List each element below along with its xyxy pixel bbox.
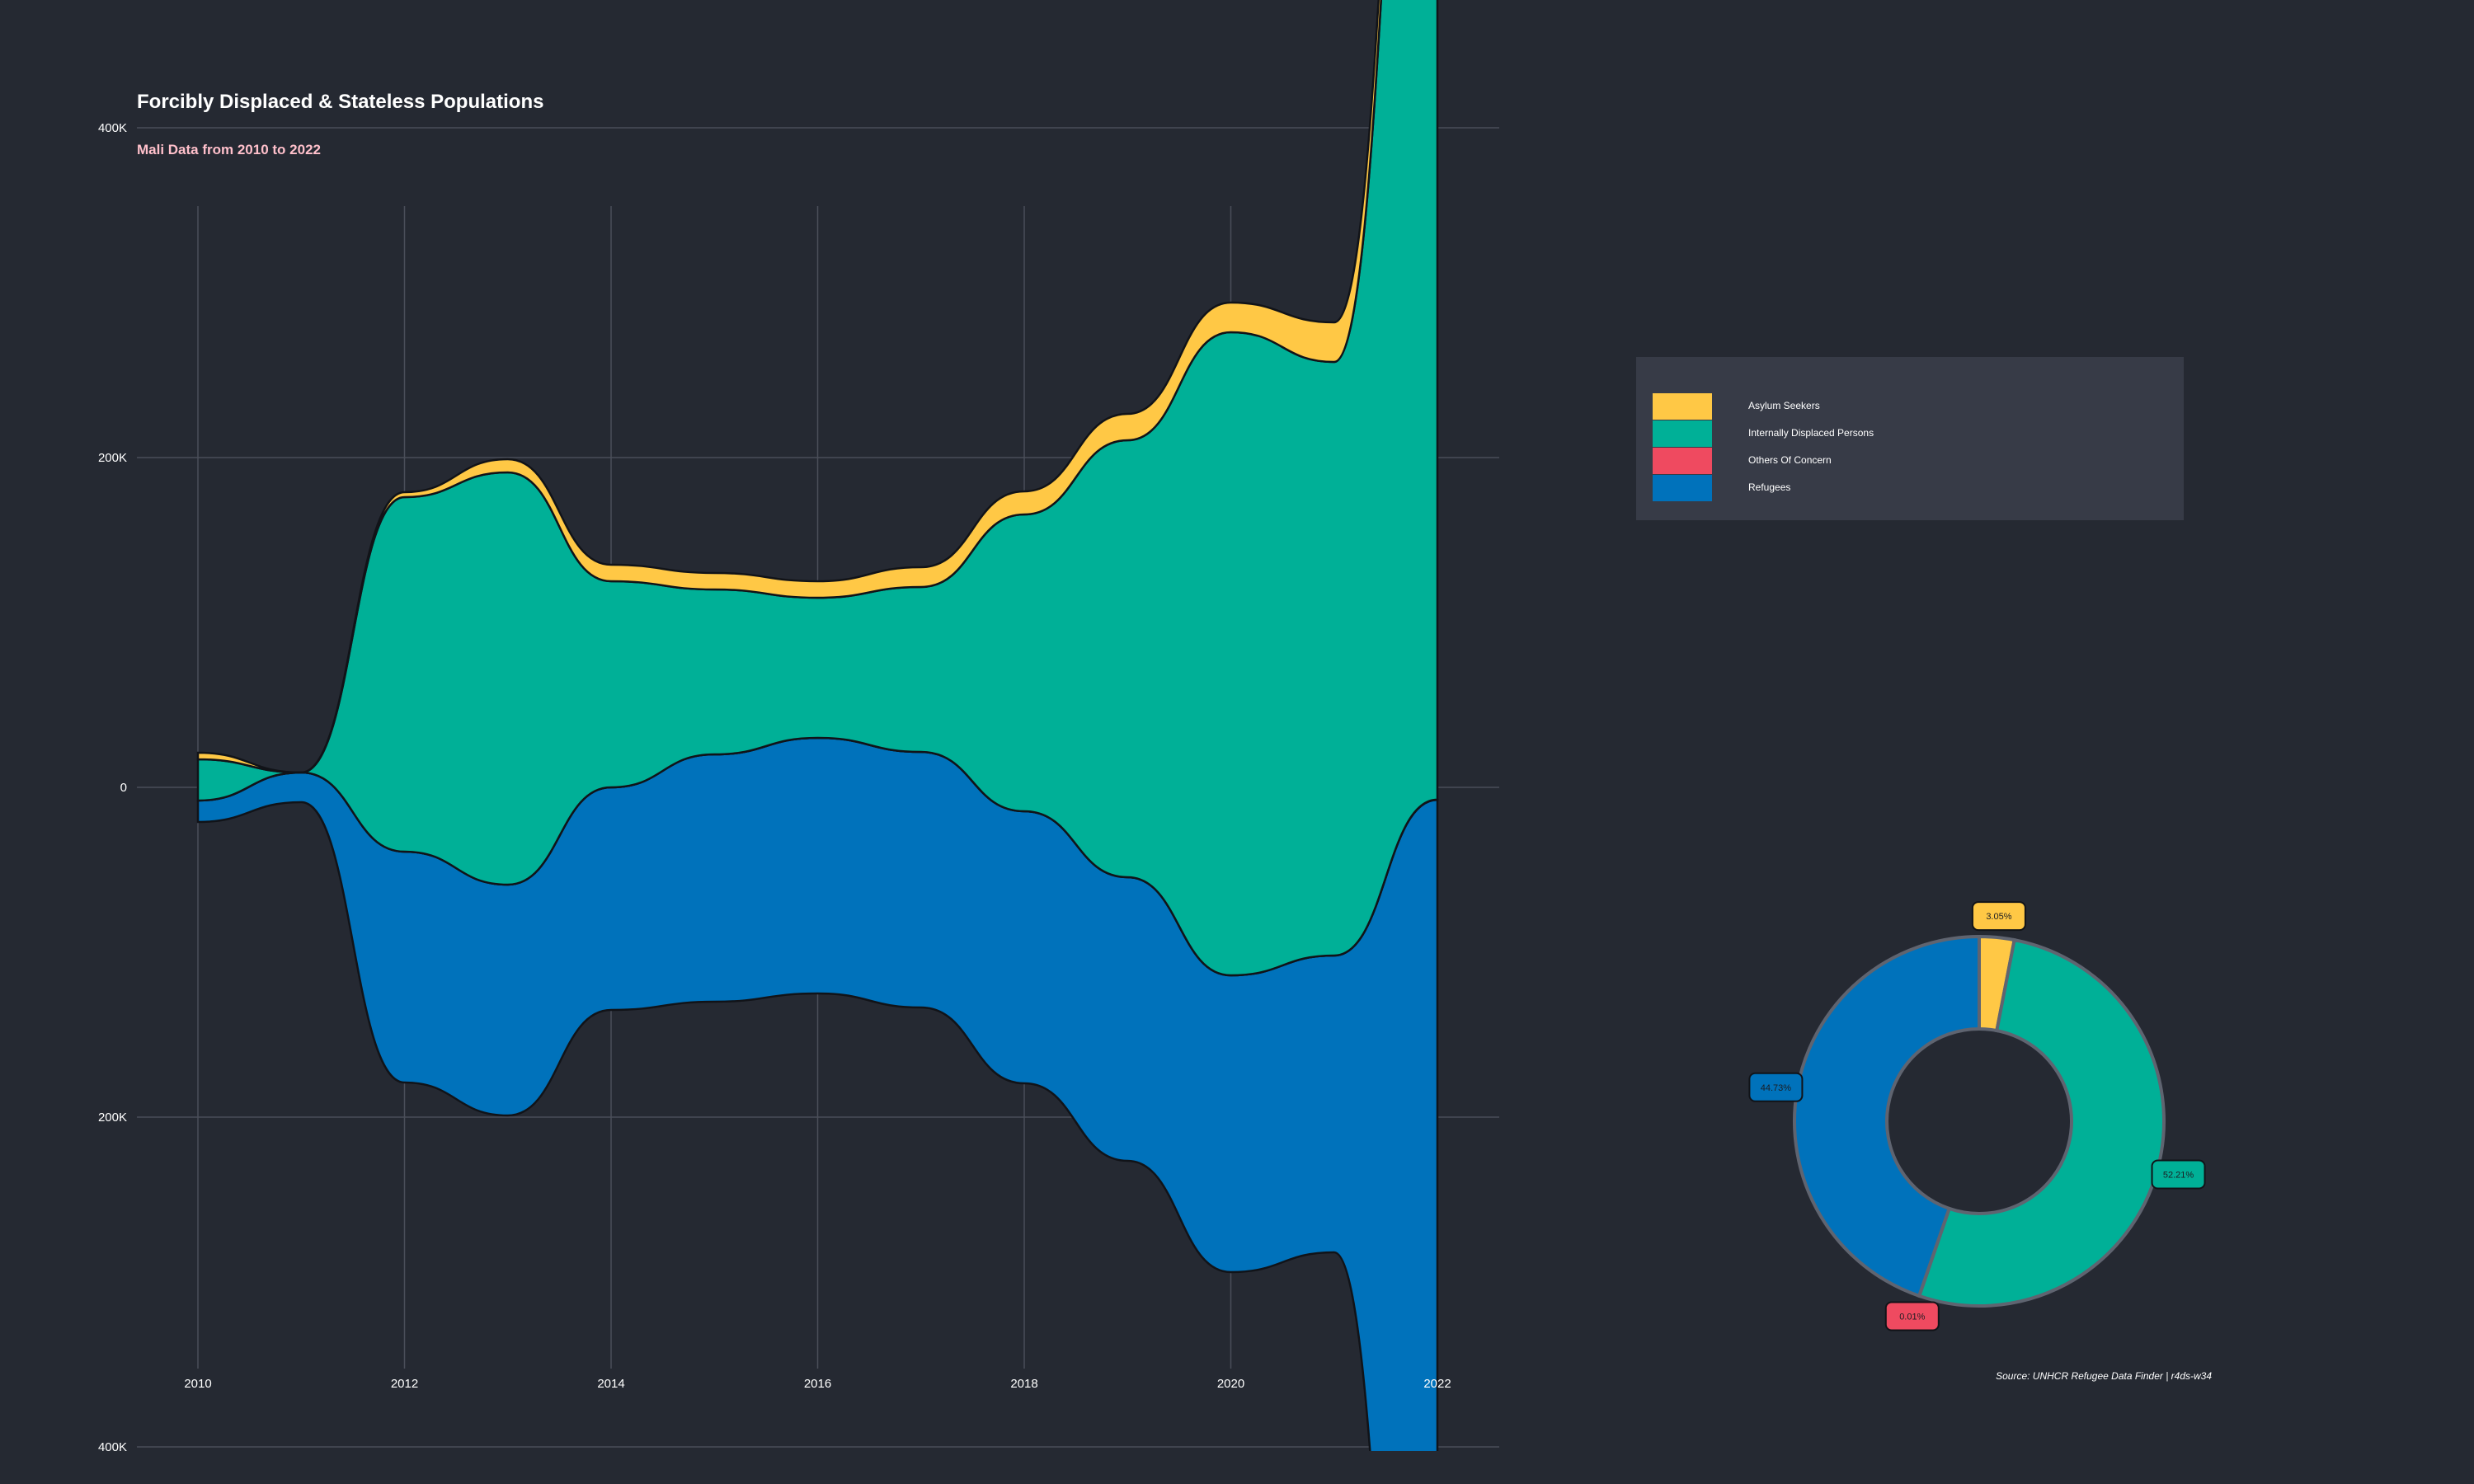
y-tick-label: 400K	[98, 1440, 127, 1451]
legend: Asylum Seekers Internally Displaced Pers…	[1636, 357, 2184, 520]
donut-slice-refugees	[1793, 934, 1981, 1298]
donut-label-refugees: 44.73%	[1748, 1072, 1804, 1102]
legend-swatch-asylum-seekers	[1653, 393, 1712, 420]
y-tick-label: 200K	[98, 451, 127, 465]
donut-slice-internally-displaced-persons	[1917, 937, 2166, 1308]
legend-swatch-refugees	[1653, 475, 1712, 501]
x-tick-label: 2014	[597, 1377, 624, 1391]
streamgraph-chart: 2010 2012 2014 2016 2018 2020 2022 400K 200K 0 200…	[98, 0, 1499, 1451]
legend-label: Asylum Seekers	[1748, 400, 1820, 411]
legend-swatch-others-of-concern	[1653, 448, 1712, 474]
stream-asylum-seekers	[196, 0, 1382, 774]
x-tick-label: 2016	[804, 1377, 831, 1391]
y-tick-label: 0	[120, 781, 127, 795]
legend-item-refugees: Refugees	[1653, 475, 2147, 501]
donut-label-others-of-concern: 0.01%	[1884, 1301, 1940, 1331]
legend-label: Others Of Concern	[1748, 454, 1832, 466]
donut-label-text: 52.21%	[2163, 1171, 2194, 1181]
x-tick-label: 2020	[1217, 1377, 1244, 1391]
donut-labels: 3.05% 52.21% 0.01% 44.73%	[1748, 901, 2206, 1331]
y-tick-label: 400K	[98, 121, 127, 135]
legend-swatch-internally-displaced-persons	[1653, 420, 1712, 447]
donut-label-text: 3.05%	[1986, 912, 2011, 922]
donut-label-text: 44.73%	[1761, 1083, 1792, 1093]
x-tick-label: 2010	[184, 1377, 211, 1391]
y-tick-label: 200K	[98, 1111, 127, 1125]
donut-label-text: 0.01%	[1899, 1312, 1925, 1322]
legend-item-asylum-seekers: Asylum Seekers	[1653, 393, 2147, 420]
x-tick-label: 2012	[391, 1377, 418, 1391]
legend-label: Refugees	[1748, 481, 1791, 493]
axis-ticks: 2010 2012 2014 2016 2018 2020 2022 400K 200K 0 200…	[98, 121, 1451, 1451]
donut-label-asylum-seekers: 3.05%	[1971, 901, 2026, 932]
legend-label: Internally Displaced Persons	[1748, 427, 1874, 439]
donut-slices	[1793, 934, 2166, 1308]
donut-chart: 3.05% 52.21% 0.01% 44.73%	[1748, 901, 2206, 1331]
legend-item-others-of-concern: Others Of Concern	[1653, 448, 2147, 474]
source-note: Source: UNHCR Refugee Data Finder | r4ds…	[1996, 1370, 2212, 1382]
x-tick-label: 2018	[1010, 1377, 1037, 1391]
chart-title: Forcibly Displaced & Stateless Populatio…	[137, 91, 544, 113]
chart-subtitle: Mali Data from 2010 to 2022	[137, 142, 321, 157]
donut-label-internally-displaced-persons: 52.21%	[2151, 1159, 2206, 1190]
stream-areas	[196, 0, 1439, 1451]
legend-item-internally-displaced-persons: Internally Displaced Persons	[1653, 420, 2147, 447]
x-tick-label: 2022	[1423, 1377, 1451, 1391]
